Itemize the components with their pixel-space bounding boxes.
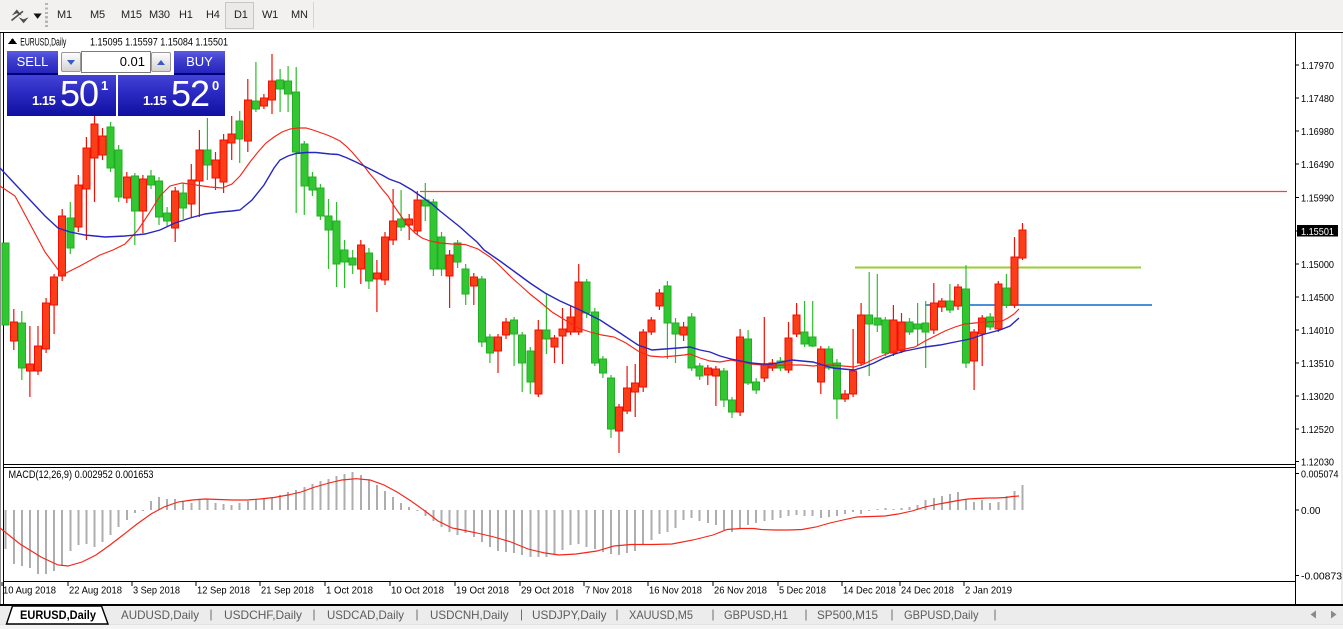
svg-text:EURUSD,Daily: EURUSD,Daily — [20, 37, 66, 49]
svg-text:1.14500: 1.14500 — [1301, 292, 1334, 304]
svg-text:3 Sep 2018: 3 Sep 2018 — [133, 585, 180, 597]
svg-text:1.15501: 1.15501 — [1301, 226, 1334, 238]
svg-text:12 Sep 2018: 12 Sep 2018 — [197, 585, 250, 597]
svg-text:USDCNH,Daily: USDCNH,Daily — [430, 608, 509, 622]
svg-text:MACD(12,26,9) 0.002952 0.00165: MACD(12,26,9) 0.002952 0.001653 — [9, 469, 154, 481]
svg-text:1.12030: 1.12030 — [1301, 456, 1334, 468]
svg-text:1.13020: 1.13020 — [1301, 391, 1334, 403]
svg-text:0.00: 0.00 — [1301, 505, 1321, 517]
svg-text:1.17480: 1.17480 — [1301, 93, 1334, 105]
svg-text:XAUUSD,M5: XAUUSD,M5 — [629, 608, 693, 622]
svg-text:10 Aug 2018: 10 Aug 2018 — [3, 585, 56, 597]
svg-text:-0.00873: -0.00873 — [1301, 570, 1342, 582]
svg-text:USDCAD,Daily: USDCAD,Daily — [327, 608, 404, 622]
svg-text:29 Oct 2018: 29 Oct 2018 — [521, 585, 574, 597]
svg-text:1.15990: 1.15990 — [1301, 192, 1334, 204]
svg-text:14 Dec 2018: 14 Dec 2018 — [843, 585, 896, 597]
svg-text:1 Oct 2018: 1 Oct 2018 — [326, 585, 373, 597]
svg-text:GBPUSD,Daily: GBPUSD,Daily — [904, 608, 979, 622]
svg-text:EURUSD,Daily: EURUSD,Daily — [20, 608, 96, 622]
svg-text:1.17970: 1.17970 — [1301, 60, 1334, 72]
svg-text:GBPUSD,H1: GBPUSD,H1 — [724, 608, 788, 622]
svg-text:21 Sep 2018: 21 Sep 2018 — [261, 585, 314, 597]
svg-text:26 Nov 2018: 26 Nov 2018 — [714, 585, 767, 597]
svg-text:USDJPY,Daily: USDJPY,Daily — [532, 608, 607, 622]
svg-text:2 Jan 2019: 2 Jan 2019 — [965, 585, 1012, 597]
svg-text:5 Dec 2018: 5 Dec 2018 — [779, 585, 826, 597]
svg-text:AUDUSD,Daily: AUDUSD,Daily — [121, 608, 199, 622]
svg-text:0.005074: 0.005074 — [1301, 468, 1339, 480]
svg-text:1.14010: 1.14010 — [1301, 325, 1334, 337]
svg-text:SP500,M15: SP500,M15 — [817, 608, 878, 622]
svg-text:1.16980: 1.16980 — [1301, 126, 1334, 138]
svg-text:22 Aug 2018: 22 Aug 2018 — [69, 585, 122, 597]
svg-text:1.15000: 1.15000 — [1301, 259, 1334, 271]
svg-text:19 Oct 2018: 19 Oct 2018 — [456, 585, 509, 597]
svg-text:24 Dec 2018: 24 Dec 2018 — [901, 585, 954, 597]
svg-text:1.16490: 1.16490 — [1301, 159, 1334, 171]
svg-text:16 Nov 2018: 16 Nov 2018 — [649, 585, 702, 597]
svg-text:10 Oct 2018: 10 Oct 2018 — [391, 585, 444, 597]
svg-text:USDCHF,Daily: USDCHF,Daily — [224, 608, 302, 622]
svg-text:1.15095 1.15597 1.15084 1.1550: 1.15095 1.15597 1.15084 1.15501 — [90, 37, 228, 49]
svg-text:1.13510: 1.13510 — [1301, 358, 1334, 370]
svg-text:1.12520: 1.12520 — [1301, 424, 1334, 436]
svg-text:7 Nov 2018: 7 Nov 2018 — [585, 585, 632, 597]
